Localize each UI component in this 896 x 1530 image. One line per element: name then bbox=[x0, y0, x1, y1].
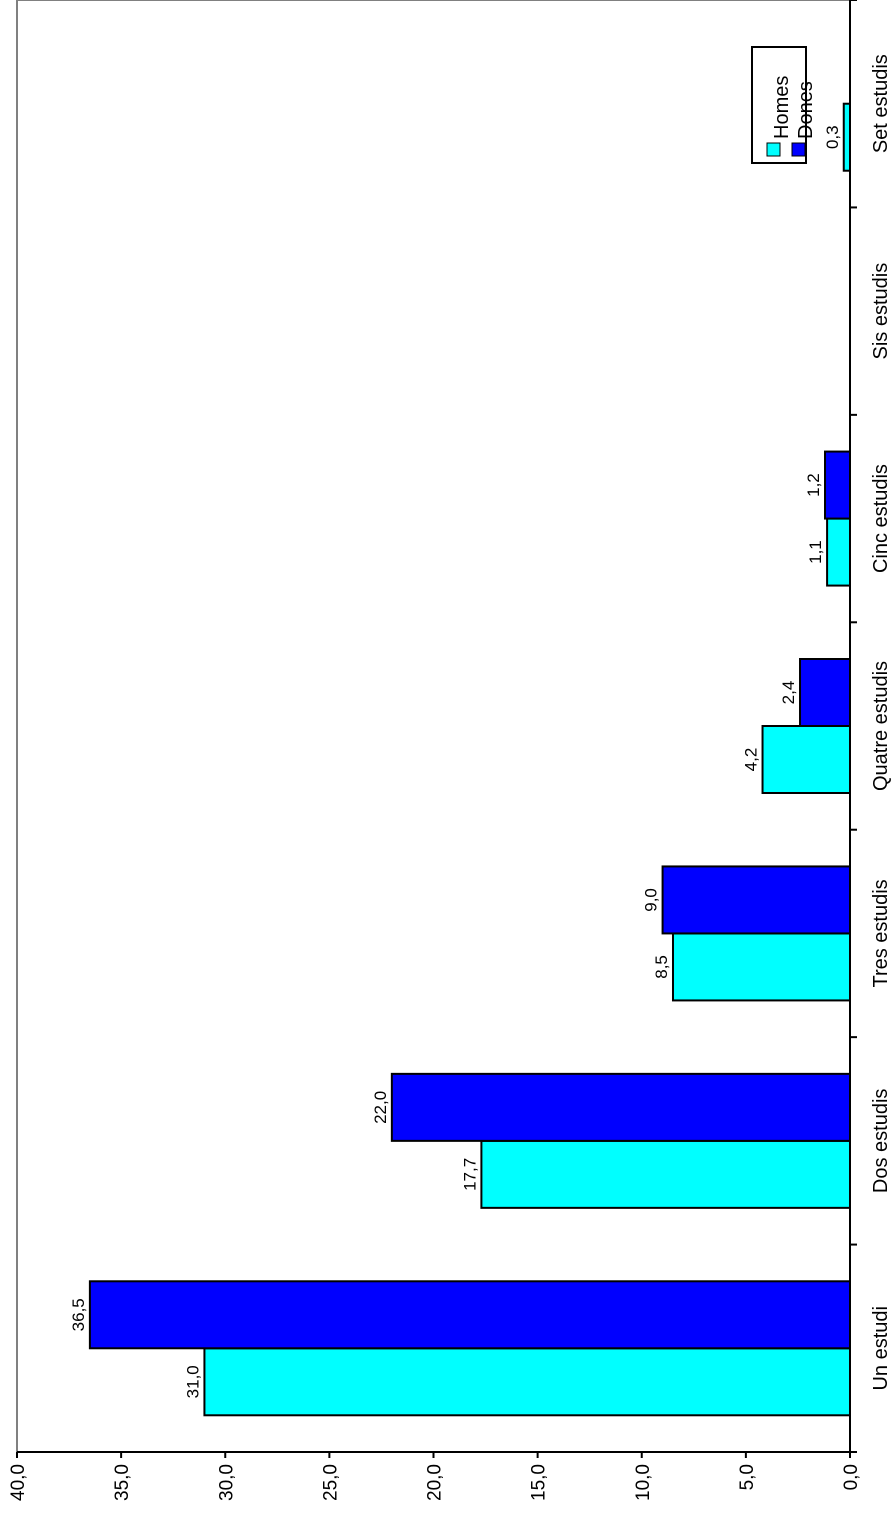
plot-area-frame bbox=[16, 0, 851, 1453]
legend-swatch-dones bbox=[791, 142, 806, 157]
value-tick-label: 35,0 bbox=[112, 1464, 133, 1501]
value-tick-label: 30,0 bbox=[216, 1464, 237, 1501]
category-label-un-estudi: Un estudi bbox=[870, 1306, 892, 1391]
category-axis: Un estudi Dos estudis Tres estudis Quatre e… bbox=[849, 0, 892, 1453]
data-label-homes-un-estudi: 31,0 bbox=[183, 1365, 202, 1398]
legend: Homes Dones bbox=[751, 46, 817, 164]
value-tick-label: 5,0 bbox=[737, 1464, 758, 1490]
data-label-homes-dos-estudis: 17,7 bbox=[460, 1158, 479, 1191]
value-tick-label: 40,0 bbox=[8, 1464, 29, 1501]
data-label-dones-dos-estudis: 22,0 bbox=[371, 1091, 390, 1124]
value-tick-label: 0,0 bbox=[841, 1464, 862, 1490]
bar-homes-un-estudi bbox=[203, 1347, 852, 1417]
data-label-dones-tres-estudis: 9,0 bbox=[642, 888, 661, 912]
category-label-set-estudis: Set estudis bbox=[870, 54, 892, 153]
data-label-homes-quatre-estudis: 4,2 bbox=[742, 748, 761, 772]
value-tick-label: 15,0 bbox=[529, 1464, 550, 1501]
data-label-dones-quatre-estudis: 2,4 bbox=[779, 681, 798, 705]
bar-homes-dos-estudis bbox=[480, 1139, 851, 1209]
bar-homes-tres-estudis bbox=[671, 932, 851, 1002]
bar-group bbox=[88, 102, 852, 1417]
bar-homes-quatre-estudis bbox=[761, 725, 851, 794]
category-label-tres-estudis: Tres estudis bbox=[870, 879, 892, 987]
bar-dones-dos-estudis bbox=[390, 1072, 851, 1142]
category-label-quatre-estudis: Quatre estudis bbox=[870, 661, 892, 791]
value-tick-label: 20,0 bbox=[425, 1464, 446, 1501]
data-label-homes-tres-estudis: 8,5 bbox=[652, 955, 671, 979]
legend-label-dones: Dones bbox=[795, 81, 817, 139]
data-label-dones-cinc-estudis: 1,2 bbox=[804, 473, 823, 497]
legend-swatch-homes bbox=[766, 142, 781, 157]
legend-label-homes: Homes bbox=[771, 76, 793, 139]
bar-dones-quatre-estudis bbox=[799, 658, 852, 727]
value-axis: 0,0 5,0 10,0 15,0 20,0 25,0 30,0 35,0 40,0 bbox=[8, 1451, 862, 1501]
category-label-cinc-estudis: Cinc estudis bbox=[870, 464, 892, 573]
bar-homes-cinc-estudis bbox=[826, 517, 852, 587]
bar-dones-un-estudi bbox=[88, 1280, 851, 1350]
category-label-dos-estudis: Dos estudis bbox=[870, 1089, 892, 1194]
data-label-homes-set-estudis: 0,3 bbox=[823, 125, 842, 149]
category-label-sis-estudis: Sis estudis bbox=[870, 263, 892, 360]
bar-dones-tres-estudis bbox=[661, 865, 852, 935]
value-tick-label: 10,0 bbox=[633, 1464, 654, 1501]
data-label-homes-cinc-estudis: 1,1 bbox=[806, 540, 825, 564]
data-label-group: 31,0 36,5 17,7 22,0 8,5 9,0 4,2 2,4 1,1 1,2 0,3 bbox=[69, 125, 842, 1398]
value-tick-label: 25,0 bbox=[320, 1464, 341, 1501]
data-label-dones-un-estudi: 36,5 bbox=[69, 1298, 88, 1331]
bar-dones-cinc-estudis bbox=[824, 450, 852, 520]
